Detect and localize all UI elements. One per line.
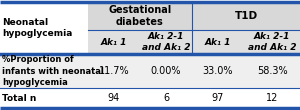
Text: Neonatal
hypoglycemia: Neonatal hypoglycemia (2, 18, 72, 38)
Text: 12: 12 (266, 93, 278, 103)
Text: 33.0%: 33.0% (203, 66, 233, 76)
Text: Ak₁ 2-1
and Ak₁ 2: Ak₁ 2-1 and Ak₁ 2 (248, 32, 296, 52)
Text: Ak₁ 2-1
and Ak₁ 2: Ak₁ 2-1 and Ak₁ 2 (142, 32, 190, 52)
Bar (88, 2, 300, 30)
Text: 97: 97 (212, 93, 224, 103)
Text: T1D: T1D (234, 11, 258, 21)
Text: Gestational
diabetes: Gestational diabetes (108, 5, 172, 27)
Bar (88, 30, 300, 54)
Text: Ak₁ 1: Ak₁ 1 (101, 38, 127, 47)
Text: 58.3%: 58.3% (257, 66, 287, 76)
Text: Ak₁ 1: Ak₁ 1 (205, 38, 231, 47)
Text: 6: 6 (163, 93, 169, 103)
Bar (0, 88, 300, 108)
Text: 0.00%: 0.00% (151, 66, 181, 76)
Bar (0, 54, 300, 88)
Text: 11.7%: 11.7% (99, 66, 129, 76)
Text: 94: 94 (108, 93, 120, 103)
Text: Total n: Total n (2, 94, 36, 103)
Text: %Proportion of
infants with neonatal
hypoglycemia: %Proportion of infants with neonatal hyp… (2, 55, 104, 87)
